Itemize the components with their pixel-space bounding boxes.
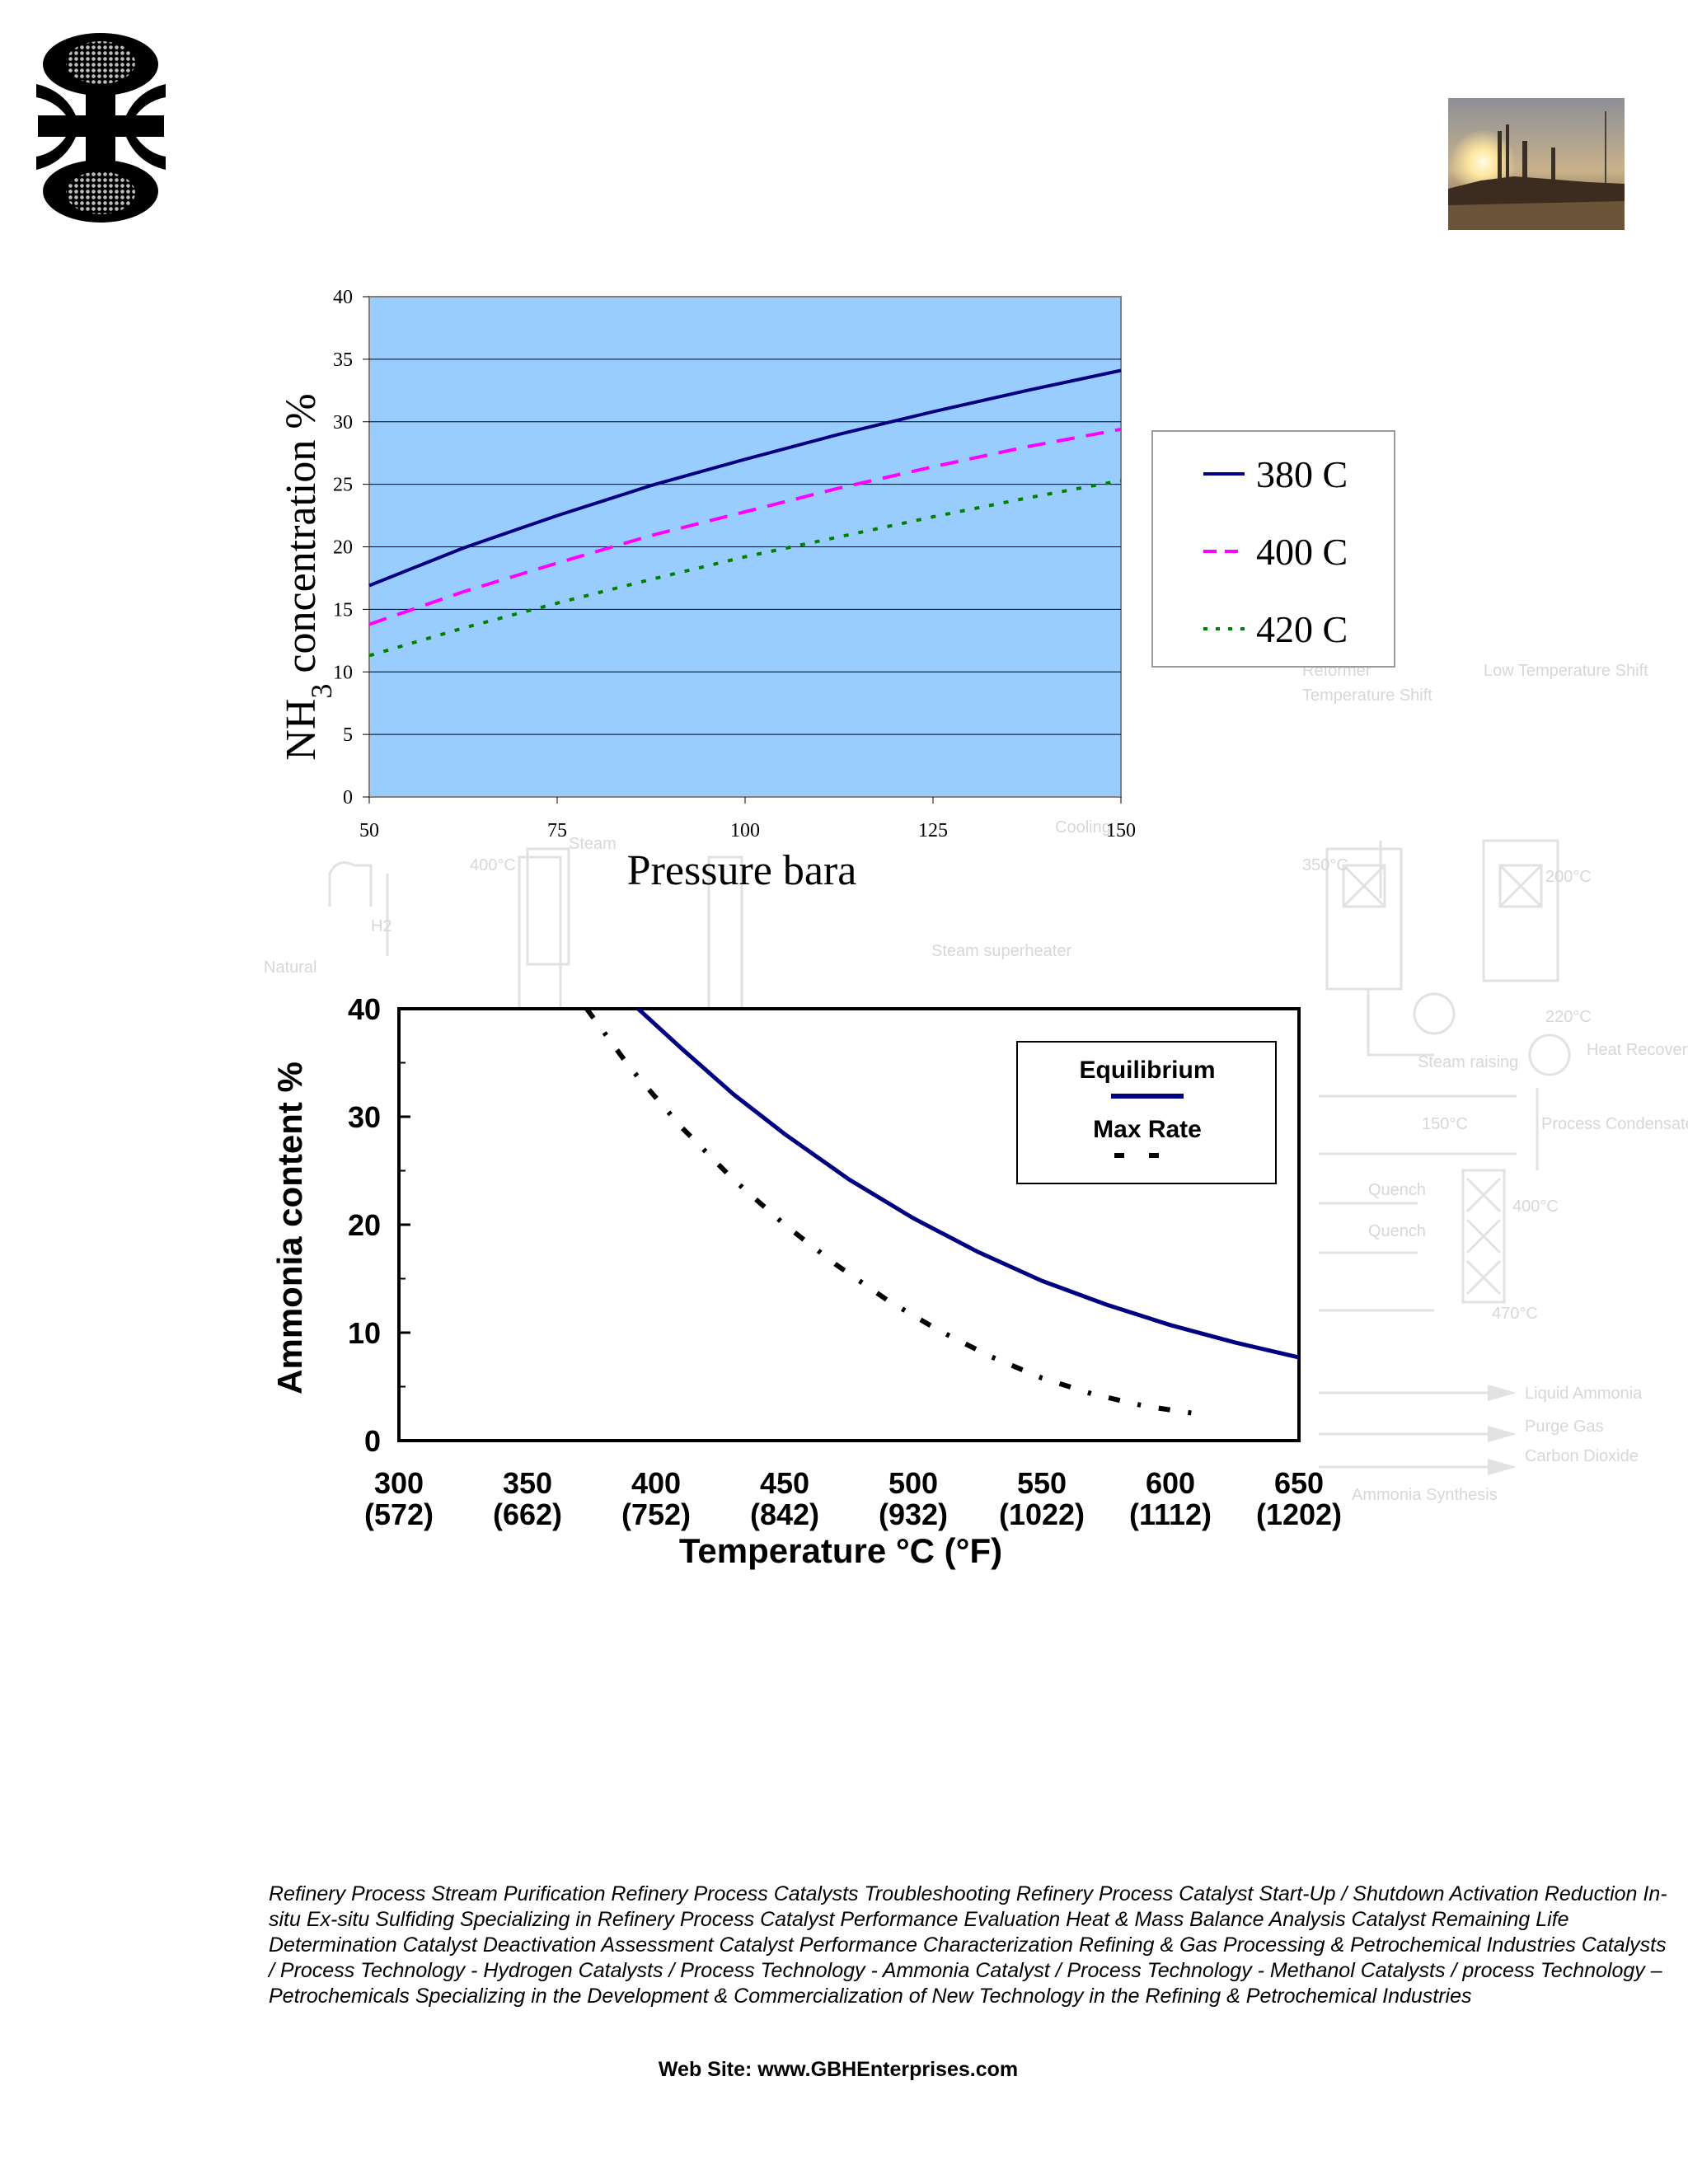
flow-label: Temperature Shift [1302, 687, 1432, 705]
legend-box [1151, 430, 1395, 668]
x-tick-label-fahrenheit: (1202) [1256, 1497, 1342, 1531]
flow-label: Carbon Dioxide [1525, 1447, 1639, 1465]
legend-label: Equilibrium [1080, 1057, 1216, 1084]
y-tick-label: 10 [348, 1316, 381, 1350]
x-tick-label: 125 [918, 820, 948, 841]
y-tick-labels: 0 5 10 15 20 25 30 35 40 [333, 287, 353, 808]
flow-label: Ammonia Synthesis [1352, 1486, 1498, 1504]
website-line: Web Site: www.GBHEnterprises.com [0, 2058, 1688, 2082]
legend-label: Max Rate [1093, 1116, 1202, 1143]
series-line-2 [368, 427, 1122, 626]
y-tick-label: 5 [343, 724, 353, 746]
legend-label: 400 C [1256, 531, 1348, 573]
flow-label: H2 [371, 917, 392, 935]
flow-label: 200°C [1545, 868, 1592, 886]
y-tick-labels: 0 10 20 30 40 [348, 992, 381, 1458]
y-tick-label: 0 [343, 787, 353, 808]
y-tick-label: 30 [333, 412, 353, 434]
legend: 380 C 400 C 420 C [1151, 430, 1395, 668]
x-tick-label: 150 [1106, 820, 1136, 841]
y-tick-label: 0 [364, 1424, 381, 1458]
x-tick-label: 550 [1017, 1466, 1067, 1500]
flow-label: Liquid Ammonia [1525, 1385, 1643, 1403]
x-tick-label: 400 [631, 1466, 681, 1500]
company-logo [36, 33, 166, 223]
series-lines [399, 1007, 1300, 1442]
flow-label: Heat Recovery [1587, 1041, 1688, 1059]
nh3-pressure-chart: 0 5 10 15 20 25 30 35 40 50 75 100 125 150 Pressure … [278, 287, 1395, 894]
x-tick-label: 75 [547, 820, 567, 841]
y-tick-label: 40 [348, 992, 381, 1026]
x-tick-label-fahrenheit: (842) [750, 1497, 819, 1531]
flow-label: Cooling [1055, 818, 1111, 837]
x-tick-label-fahrenheit: (1022) [999, 1497, 1085, 1531]
series-line-1 [636, 1007, 1300, 1360]
website-text: Web Site: www.GBHEnterprises.com [658, 2058, 1019, 2081]
y-tick-label: 30 [348, 1100, 381, 1134]
series-lines [368, 368, 1122, 658]
x-tick-label-fahrenheit: (932) [879, 1497, 948, 1531]
x-tick-label-fahrenheit: (752) [621, 1497, 691, 1531]
x-axis-label: Pressure bara [627, 847, 857, 894]
y-axis-label: Ammonia content % [270, 1062, 309, 1394]
series-line-1 [368, 368, 1122, 588]
flow-label: 220°C [1545, 1008, 1592, 1026]
x-tick-label: 500 [889, 1466, 938, 1500]
x-tick-label: 50 [359, 820, 379, 841]
legend-label: 380 C [1256, 453, 1348, 495]
x-axis-label: Temperature °C (°F) [679, 1531, 1002, 1570]
x-tick-label: 450 [760, 1466, 809, 1500]
ammonia-temperature-chart: 0 10 20 30 40 300(572) 350(662) 400(752) 450(84… [270, 992, 1342, 1570]
x-tick-labels: 300(572) 350(662) 400(752) 450(842) 500(932)… [364, 1466, 1342, 1531]
flow-label: Steam raising [1418, 1053, 1518, 1071]
legend-label: 420 C [1256, 608, 1348, 650]
flow-label: Natural [264, 958, 316, 977]
x-tick-label: 600 [1146, 1466, 1195, 1500]
x-tick-label-fahrenheit: (1112) [1129, 1497, 1212, 1531]
flow-label: Steam [569, 835, 617, 853]
refinery-photo [1448, 98, 1625, 230]
legend-box [1016, 1041, 1277, 1184]
y-tick-label: 15 [333, 599, 353, 621]
x-tick-label: 300 [374, 1466, 424, 1500]
flow-label: 400°C [470, 856, 516, 874]
y-tick-label: 25 [333, 475, 353, 496]
y-axis-label: NH3 concentration % [278, 393, 338, 760]
flow-label: Process Condensate [1541, 1115, 1688, 1133]
y-tick-label: 20 [333, 537, 353, 559]
flow-label: 150°C [1422, 1115, 1468, 1133]
gridlines [363, 296, 1122, 804]
x-tick-label: 350 [503, 1466, 552, 1500]
flow-label: 470°C [1492, 1305, 1538, 1323]
flow-label: Purge Gas [1525, 1418, 1604, 1436]
flow-label: Quench [1368, 1222, 1426, 1240]
x-tick-label: 100 [730, 820, 760, 841]
y-tick-label: 10 [333, 662, 353, 683]
x-tick-label-fahrenheit: (662) [493, 1497, 562, 1531]
footer-text: Refinery Process Stream Purification Ref… [269, 1882, 1667, 2008]
y-tick-label: 40 [333, 287, 353, 308]
x-tick-label-fahrenheit: (572) [364, 1497, 434, 1531]
x-tick-label: 650 [1274, 1466, 1324, 1500]
y-tick-label: 20 [348, 1208, 381, 1242]
flow-label: Steam superheater [931, 942, 1071, 960]
background-flow-diagram: Reformer Temperature Shift Low Temperatu… [264, 662, 1688, 1504]
background-flow-labels: Reformer Temperature Shift Low Temperatu… [264, 662, 1688, 1504]
flow-label: Quench [1368, 1181, 1426, 1199]
flow-label: 400°C [1512, 1197, 1559, 1216]
flow-label: 350°C [1302, 856, 1348, 874]
y-tick-label: 35 [333, 349, 353, 371]
x-tick-labels: 50 75 100 125 150 [359, 820, 1136, 841]
series-line-3 [368, 479, 1122, 658]
flow-label: Low Temperature Shift [1484, 662, 1648, 680]
legend: Equilibrium Max Rate [1016, 1041, 1277, 1184]
